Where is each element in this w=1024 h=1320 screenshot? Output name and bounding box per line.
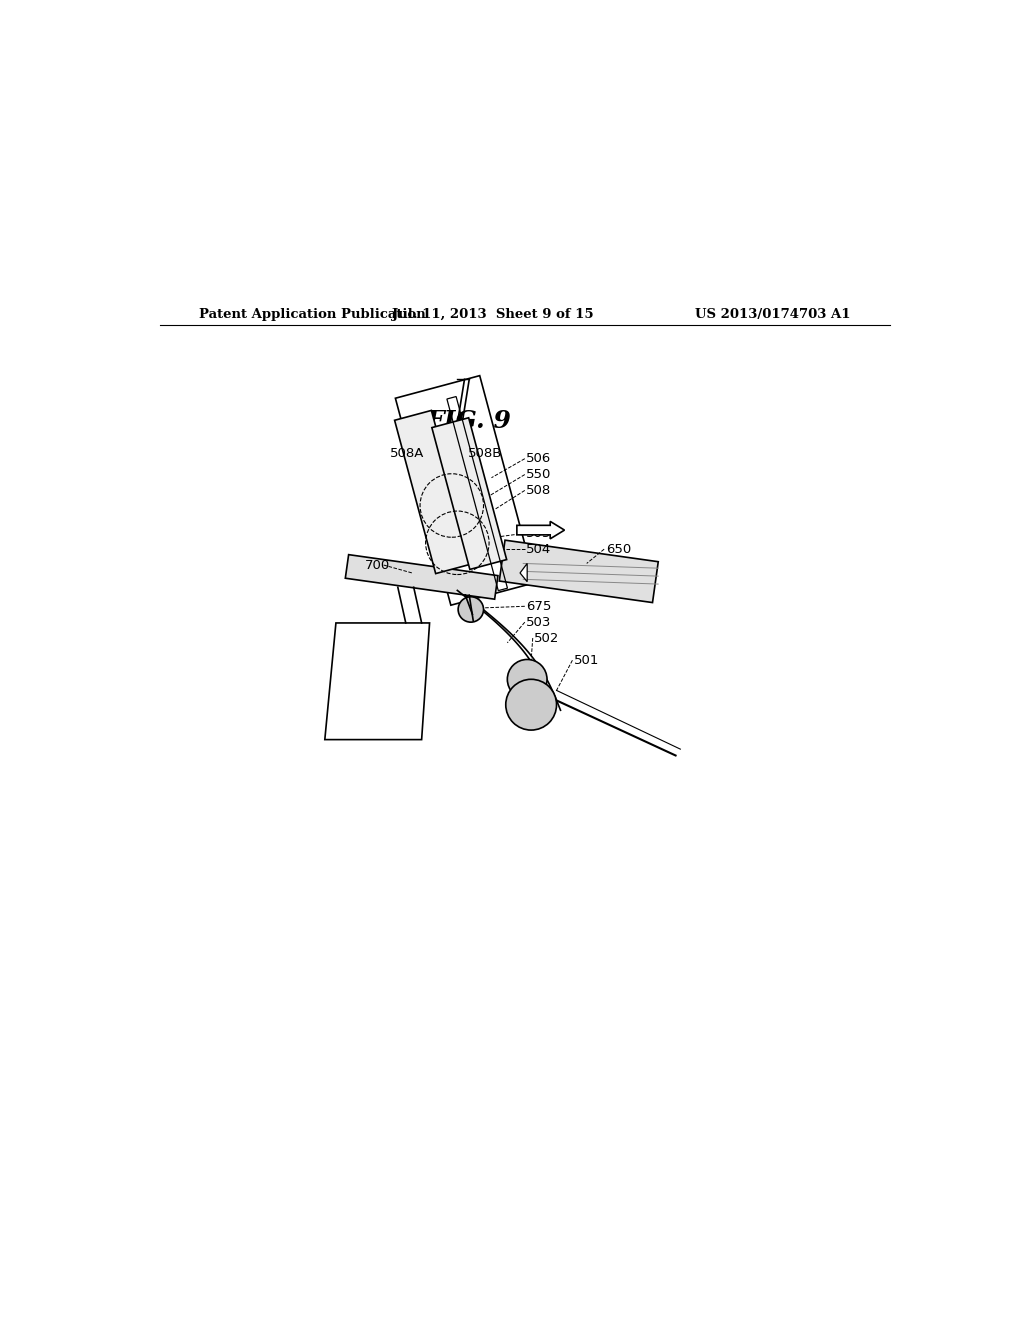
Text: 501: 501 bbox=[574, 653, 599, 667]
Polygon shape bbox=[325, 623, 430, 739]
Text: 550: 550 bbox=[526, 469, 552, 480]
Text: 502: 502 bbox=[535, 631, 560, 644]
Text: FIG. 9: FIG. 9 bbox=[427, 409, 512, 433]
Circle shape bbox=[506, 680, 557, 730]
Text: 508B: 508B bbox=[468, 447, 502, 461]
Polygon shape bbox=[394, 411, 472, 574]
Text: 700: 700 bbox=[365, 558, 390, 572]
Text: 650: 650 bbox=[606, 543, 631, 556]
Text: 505: 505 bbox=[526, 527, 552, 540]
Text: 503: 503 bbox=[526, 615, 552, 628]
Text: 506: 506 bbox=[526, 453, 552, 465]
Text: Jul. 11, 2013  Sheet 9 of 15: Jul. 11, 2013 Sheet 9 of 15 bbox=[392, 308, 594, 321]
Circle shape bbox=[507, 660, 547, 700]
Polygon shape bbox=[500, 540, 658, 602]
FancyArrow shape bbox=[517, 521, 564, 539]
Text: 504: 504 bbox=[526, 543, 552, 556]
Text: 508A: 508A bbox=[390, 447, 424, 461]
Polygon shape bbox=[520, 564, 527, 582]
Polygon shape bbox=[345, 554, 498, 599]
Text: US 2013/0174703 A1: US 2013/0174703 A1 bbox=[694, 308, 850, 321]
Text: 675: 675 bbox=[526, 599, 552, 612]
Text: 508: 508 bbox=[526, 484, 552, 496]
Text: Patent Application Publication: Patent Application Publication bbox=[200, 308, 426, 321]
Polygon shape bbox=[432, 417, 507, 569]
Circle shape bbox=[458, 597, 483, 622]
